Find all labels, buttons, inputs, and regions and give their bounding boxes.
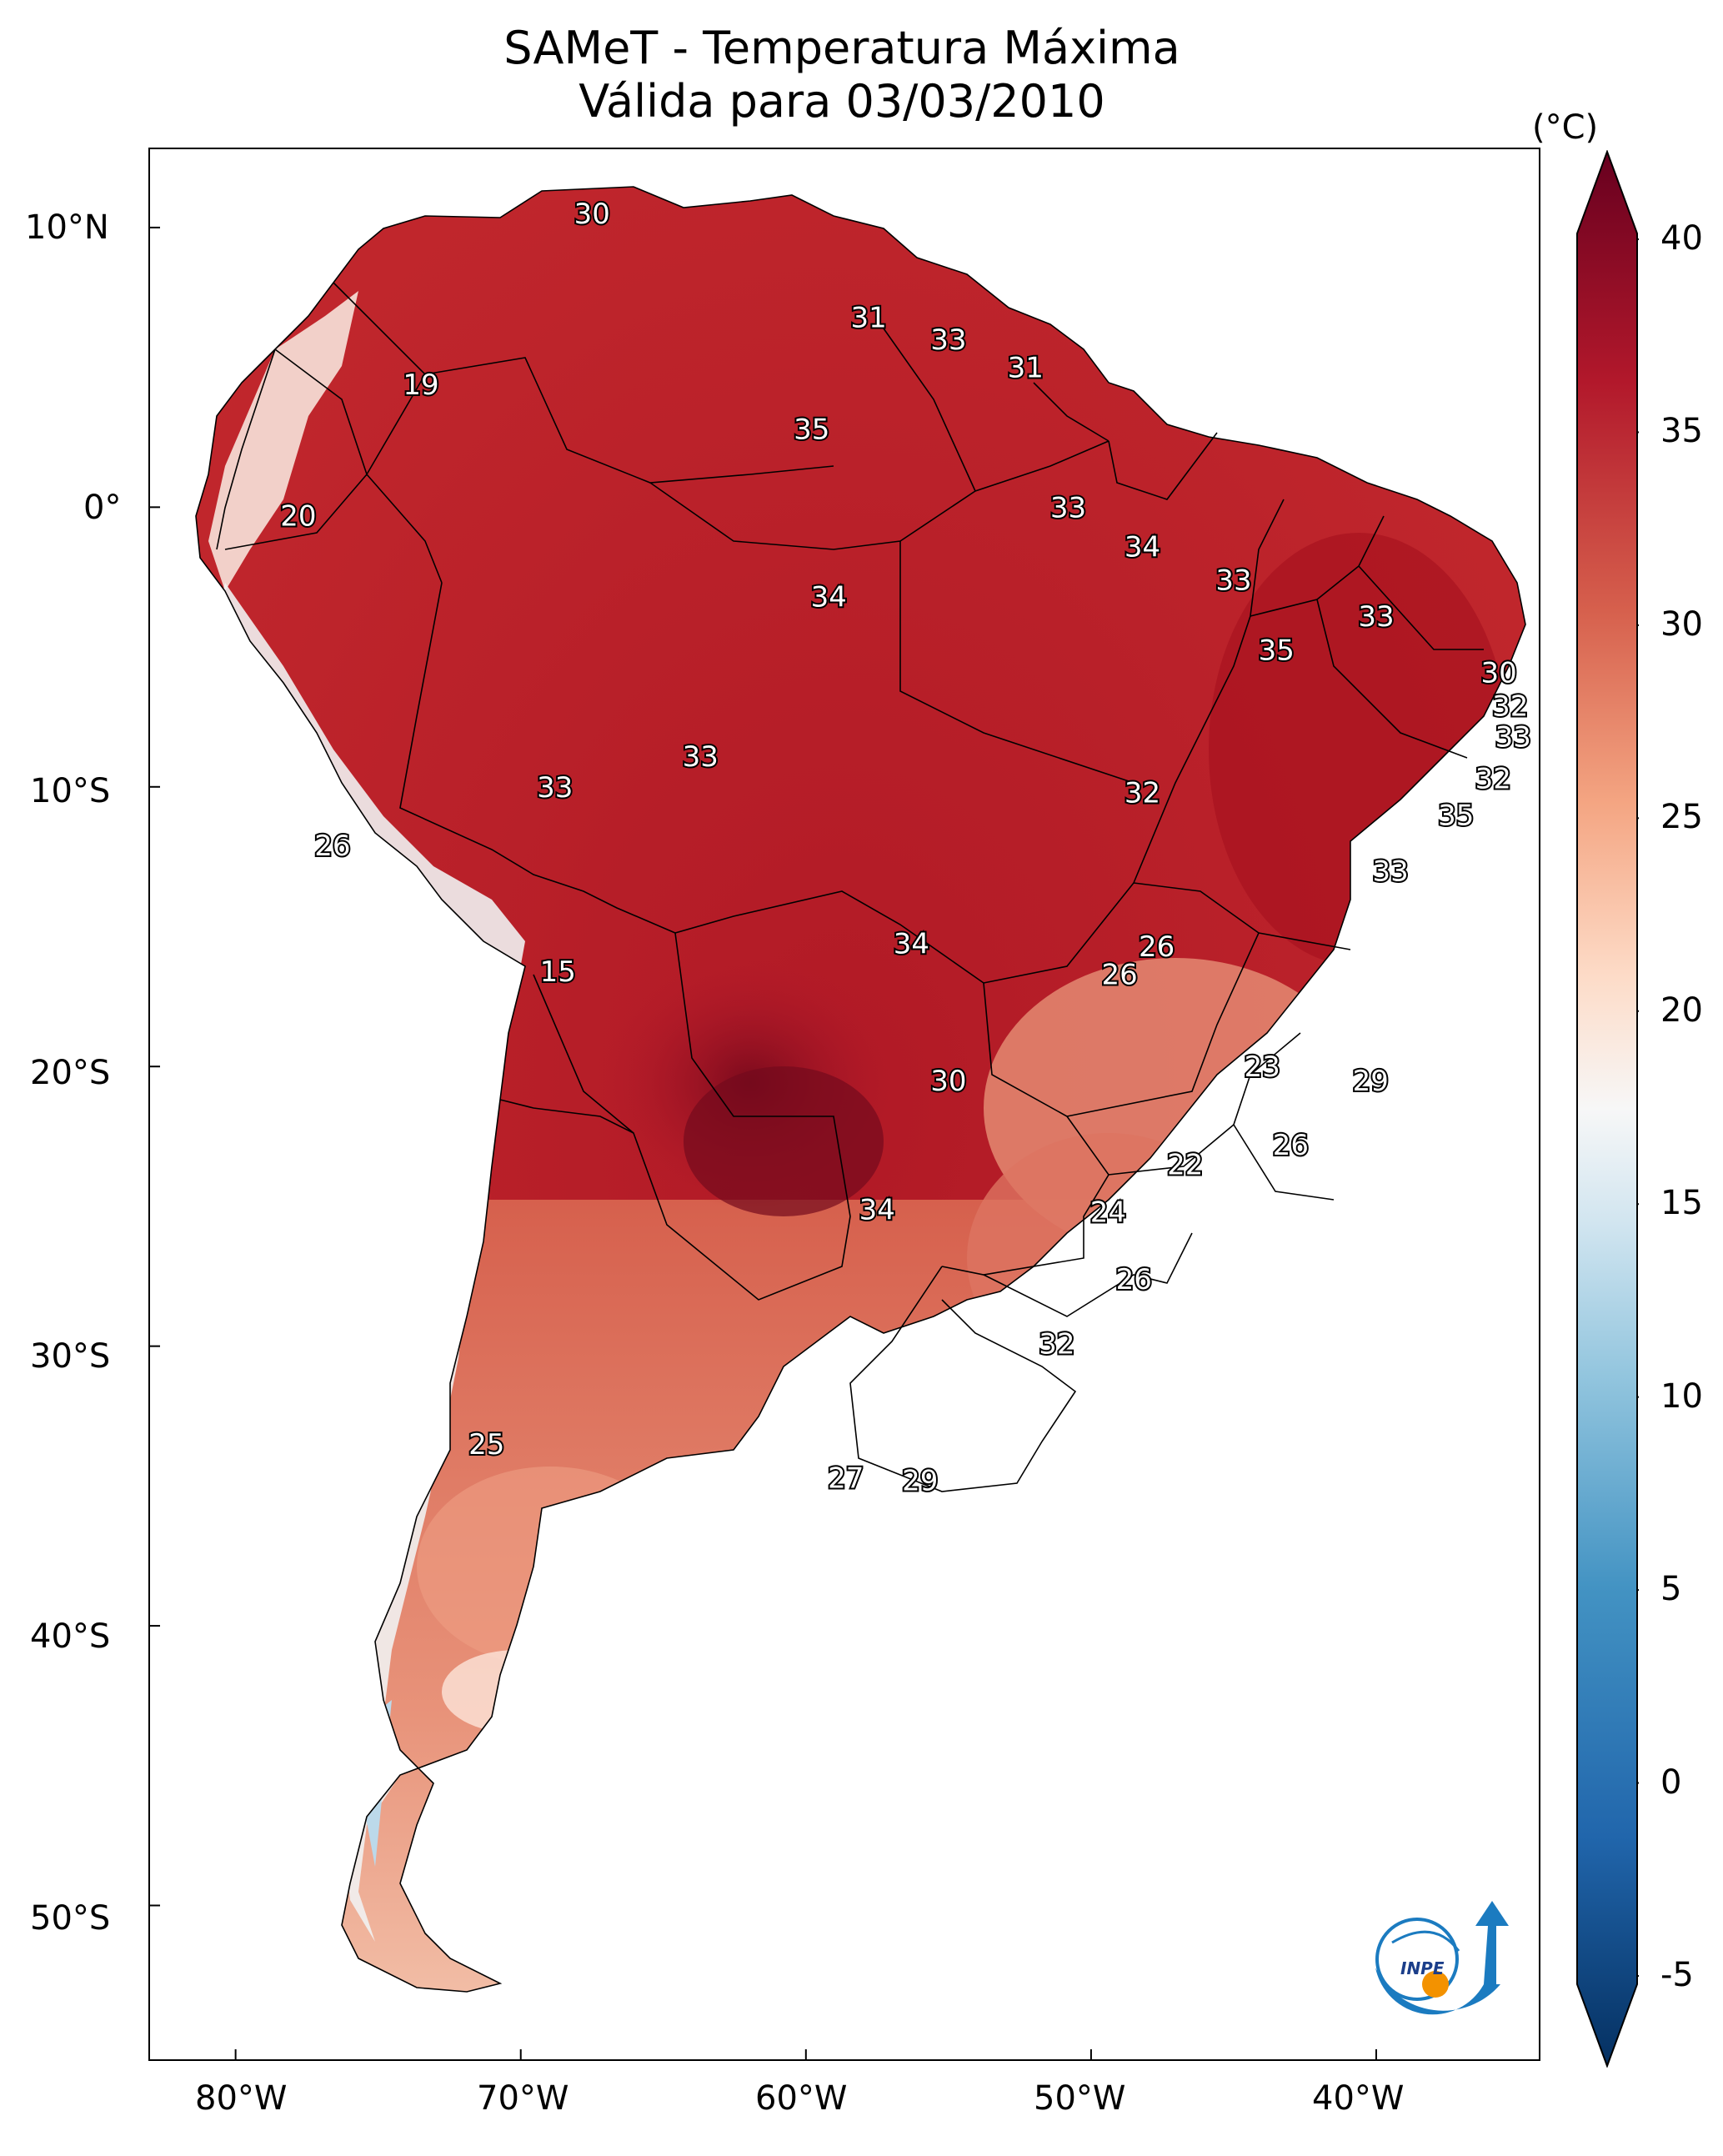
isotherm-label: 24 [1090, 1196, 1126, 1230]
lat-label: 50°S [30, 1899, 111, 1938]
isotherm-label: 27 [828, 1462, 864, 1495]
lon-label: 40°W [1312, 2079, 1405, 2118]
map-frame: 30 31 33 31 19 35 20 33 34 33 34 33 35 30 32 33 33 33 32 32… [148, 148, 1540, 2061]
isotherm-label: 30 [574, 198, 610, 231]
svg-text:INPE: INPE [1400, 1958, 1445, 1978]
lon-label: 60°W [755, 2079, 848, 2118]
isotherm-label: 25 [468, 1428, 504, 1462]
isotherm-label: 31 [850, 301, 886, 334]
lat-label: 20°S [30, 1054, 111, 1092]
isotherm-label: 30 [930, 1065, 966, 1098]
isotherm-label: 33 [537, 771, 573, 805]
inpe-logo: INPE [1359, 1893, 1509, 2026]
isotherm-label: 32 [1124, 777, 1160, 810]
isotherm-label: 22 [1167, 1149, 1203, 1182]
colorbar-tick-label: 35 [1660, 412, 1703, 451]
colorbar-tick-label: -5 [1660, 1956, 1694, 1994]
isotherm-label: 26 [1116, 1263, 1152, 1296]
isotherm-label: 32 [1492, 690, 1528, 724]
country-borders [195, 186, 1526, 1993]
lon-label: 70°W [477, 2079, 569, 2118]
isotherm-label: 35 [1259, 634, 1295, 667]
isotherm-label: 33 [1372, 855, 1408, 888]
isotherm-label: 26 [1139, 930, 1175, 964]
colorbar-tick-label: 30 [1660, 604, 1703, 644]
isotherm-label: 33 [1050, 491, 1086, 524]
isotherm-label: 19 [403, 369, 438, 402]
colorbar-tick-label: 15 [1660, 1184, 1703, 1223]
colorbar-unit: (°C) [1532, 108, 1599, 147]
isotherm-label: 32 [1039, 1327, 1074, 1361]
land-temperature-field [196, 187, 1525, 1992]
isotherm-label: 31 [1008, 352, 1044, 385]
axis-ticks [150, 226, 1378, 2059]
isotherm-label: 23 [1245, 1050, 1280, 1084]
isotherm-label: 26 [1101, 959, 1137, 992]
lat-label: 0° [83, 489, 122, 527]
lon-label: 80°W [195, 2079, 288, 2118]
lat-label: 10°S [30, 772, 111, 810]
isotherm-label: 32 [1475, 763, 1511, 796]
isotherm-label: 34 [1124, 530, 1160, 564]
isotherm-label: 33 [1215, 564, 1251, 598]
isotherm-label: 34 [859, 1193, 895, 1226]
lat-label: 10°N [25, 208, 109, 247]
isotherm-label: 26 [314, 830, 350, 863]
colorbar-tick-label: 10 [1660, 1376, 1703, 1416]
isotherm-label: 15 [540, 955, 576, 989]
isotherm-label: 29 [1353, 1065, 1389, 1098]
isotherm-label: 34 [811, 581, 847, 614]
lon-label: 50°W [1034, 2079, 1126, 2118]
colorbar-tick-label: 20 [1660, 990, 1703, 1030]
colorbar-tick-label: 5 [1660, 1570, 1682, 1609]
colorbar [1575, 149, 1647, 2068]
colorbar-gradient [1576, 149, 1638, 2068]
isotherm-label: 33 [1495, 720, 1531, 754]
colorbar-tick-label: 0 [1660, 1762, 1682, 1802]
isotherm-label: 33 [930, 323, 966, 357]
map-subtitle: Válida para 03/03/2010 [579, 75, 1105, 128]
lat-label: 40°S [30, 1617, 111, 1656]
isotherm-label: 35 [1438, 799, 1474, 832]
isotherm-label: 20 [280, 499, 316, 533]
isotherm-label: 35 [794, 413, 829, 446]
isotherm-label: 26 [1273, 1129, 1309, 1162]
lat-label: 30°S [30, 1337, 111, 1376]
colorbar-tick-label: 25 [1660, 798, 1703, 837]
isotherm-label: 34 [894, 928, 929, 961]
colorbar-tick-label: 40 [1660, 219, 1703, 258]
isotherm-label: 33 [1358, 600, 1394, 634]
isotherm-label: 29 [902, 1465, 938, 1498]
isotherm-label: 30 [1480, 656, 1516, 689]
map-title: SAMeT - Temperatura Máxima [503, 22, 1180, 74]
isotherm-label: 33 [683, 740, 719, 774]
